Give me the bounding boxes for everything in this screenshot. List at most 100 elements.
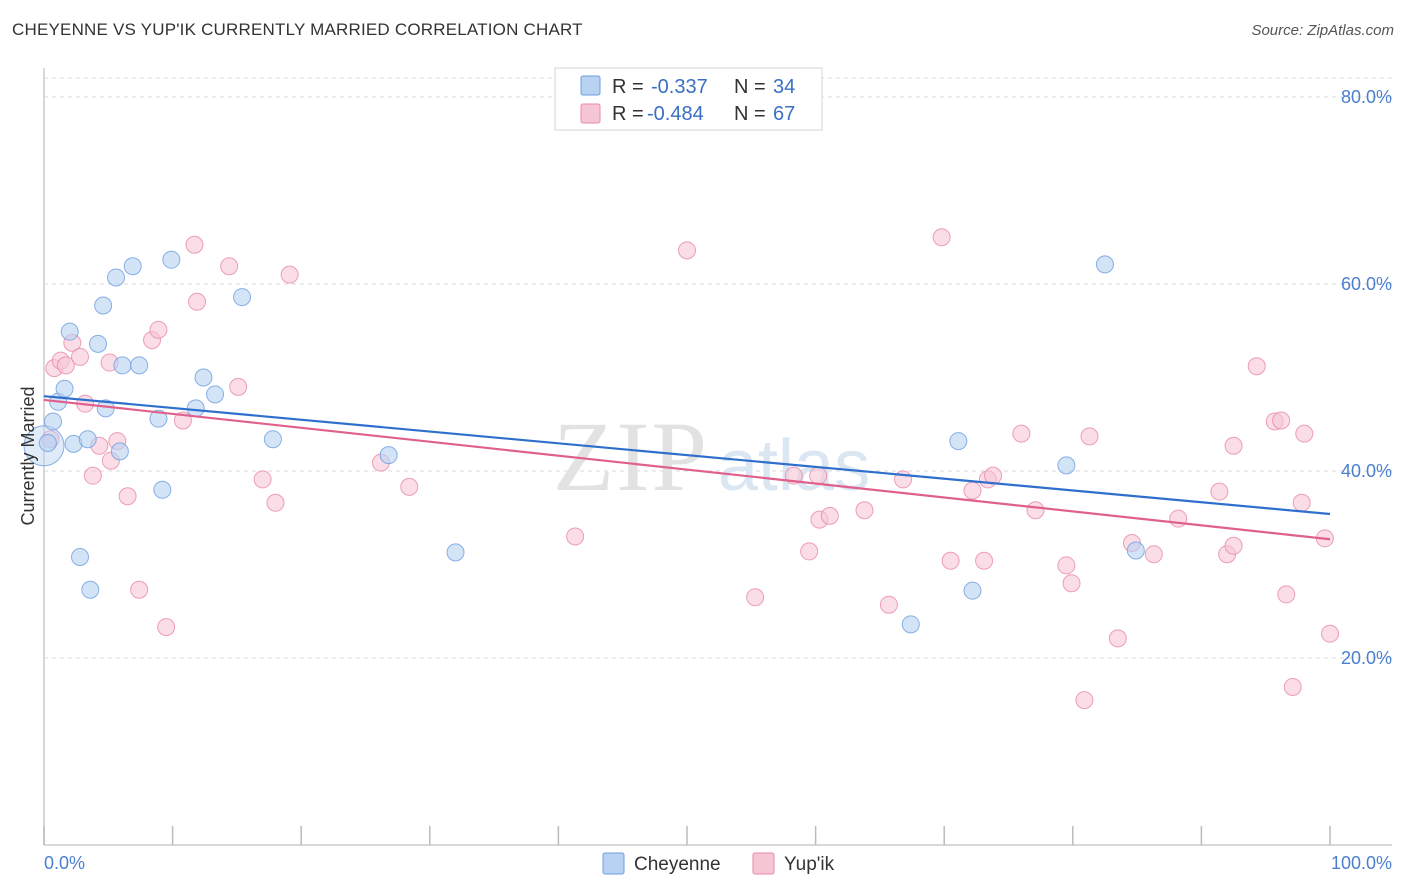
trendline-cheyenne — [43, 395, 1331, 516]
point-yupik — [1224, 536, 1243, 555]
point-cheyenne — [1095, 255, 1114, 274]
point-yupik — [253, 470, 272, 489]
point-cheyenne — [130, 356, 149, 375]
point-yupik — [118, 487, 137, 506]
point-yupik — [1277, 585, 1296, 604]
point-cheyenne — [38, 433, 57, 452]
point-yupik — [1210, 482, 1229, 501]
point-yupik — [1062, 574, 1081, 593]
point-yupik — [1247, 357, 1266, 376]
point-yupik — [566, 527, 585, 546]
point-yupik — [855, 501, 874, 520]
y-tick-label: 20.0% — [1341, 648, 1392, 668]
point-yupik — [1224, 436, 1243, 455]
point-yupik — [1295, 424, 1314, 443]
point-cheyenne — [379, 446, 398, 465]
point-yupik — [963, 481, 982, 500]
point-yupik — [1012, 424, 1031, 443]
point-cheyenne — [233, 288, 252, 307]
point-cheyenne — [206, 385, 225, 404]
point-yupik — [400, 477, 419, 496]
point-cheyenne — [149, 409, 168, 428]
point-cheyenne — [1126, 541, 1145, 560]
y-tick-label: 40.0% — [1341, 461, 1392, 481]
point-yupik — [56, 356, 75, 375]
point-cheyenne — [55, 379, 74, 398]
point-cheyenne — [963, 581, 982, 600]
point-cheyenne — [186, 399, 205, 418]
y-axis-label: Currently Married — [18, 386, 38, 525]
legend-r-label: R = — [612, 76, 644, 98]
point-yupik — [266, 493, 285, 512]
watermark-zip: ZIP — [553, 401, 709, 512]
legend-n-label: N = — [734, 76, 766, 98]
point-yupik — [157, 618, 176, 637]
point-yupik — [1169, 509, 1188, 528]
legend-swatch-cheyenne — [602, 852, 625, 875]
point-cheyenne — [78, 430, 97, 449]
legend-n-value: 67 — [773, 103, 795, 125]
point-yupik — [678, 241, 696, 260]
point-cheyenne — [194, 368, 213, 387]
point-cheyenne — [71, 548, 90, 567]
legend-swatch-yupik — [580, 103, 601, 124]
point-yupik — [1057, 556, 1076, 575]
chart-source: Source: ZipAtlas.com — [1251, 22, 1394, 39]
legend-swatch-yupik — [752, 852, 775, 875]
point-yupik — [879, 595, 898, 614]
point-yupik — [130, 580, 149, 599]
point-cheyenne — [446, 543, 465, 562]
point-cheyenne — [60, 322, 79, 341]
chart-title: CHEYENNE VS YUP'IK CURRENTLY MARRIED COR… — [12, 20, 583, 39]
point-yupik — [820, 506, 839, 525]
point-cheyenne — [107, 268, 126, 287]
point-yupik — [149, 320, 168, 339]
point-yupik — [185, 235, 204, 254]
x-tick-label: 0.0% — [44, 853, 85, 873]
legend-r-label: R = — [612, 103, 644, 125]
point-yupik — [932, 228, 951, 247]
axis-layer: 20.0% 40.0% 60.0% 80.0% 0.0% 100.0% — [43, 68, 1392, 873]
point-cheyenne — [263, 430, 282, 449]
legend-n-label: N = — [734, 103, 766, 125]
point-yupik — [280, 265, 299, 284]
point-yupik — [188, 292, 207, 311]
point-yupik — [1080, 427, 1099, 446]
y-tick-label: 60.0% — [1341, 274, 1392, 294]
point-cheyenne — [81, 580, 100, 599]
point-cheyenne — [162, 250, 181, 269]
point-yupik — [800, 542, 819, 561]
point-yupik — [975, 551, 994, 570]
point-yupik — [1144, 545, 1163, 564]
trend-layer — [43, 395, 1331, 541]
point-yupik — [1292, 493, 1311, 512]
legend-item-cheyenne: Cheyenne — [634, 854, 721, 875]
series-legend: Cheyenne Yup'ik — [602, 852, 835, 875]
point-yupik — [1026, 501, 1045, 520]
point-cheyenne — [89, 334, 108, 353]
point-yupik — [220, 257, 239, 276]
point-yupik — [809, 466, 828, 485]
legend-n-value: 34 — [773, 76, 795, 98]
x-tick-label: 100.0% — [1331, 853, 1392, 873]
point-yupik — [746, 588, 765, 607]
point-cheyenne — [1057, 456, 1076, 475]
point-yupik — [1321, 624, 1339, 643]
grid-layer — [44, 77, 1392, 659]
point-yupik — [1075, 691, 1094, 710]
legend-r-value: -0.484 — [647, 103, 704, 125]
point-yupik — [83, 466, 102, 485]
point-yupik — [1108, 629, 1127, 648]
legend-r-value: -0.337 — [651, 76, 708, 98]
point-cheyenne — [94, 296, 113, 315]
trendline-yupik — [43, 398, 1331, 541]
point-yupik — [229, 377, 248, 396]
point-cheyenne — [949, 432, 968, 451]
y-tick-label: 80.0% — [1341, 87, 1392, 107]
point-cheyenne — [901, 615, 920, 634]
point-cheyenne — [153, 480, 172, 499]
point-yupik — [1283, 677, 1302, 696]
legend-item-yupik: Yup'ik — [784, 854, 835, 875]
point-cheyenne — [110, 442, 129, 461]
